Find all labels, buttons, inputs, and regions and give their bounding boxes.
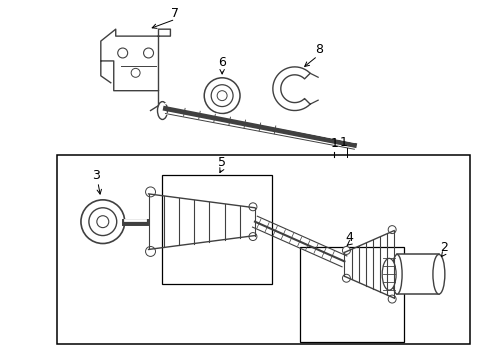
Text: 5: 5 bbox=[218, 156, 225, 168]
Circle shape bbox=[217, 91, 226, 100]
Ellipse shape bbox=[382, 258, 395, 290]
Circle shape bbox=[89, 208, 117, 235]
Bar bbox=[396, 255, 438, 294]
Circle shape bbox=[143, 48, 153, 58]
Circle shape bbox=[342, 247, 350, 255]
Circle shape bbox=[248, 203, 256, 211]
Text: 4: 4 bbox=[345, 231, 353, 244]
Text: 6: 6 bbox=[218, 57, 225, 69]
Circle shape bbox=[342, 274, 350, 282]
Circle shape bbox=[211, 85, 233, 107]
Circle shape bbox=[248, 233, 256, 240]
Bar bbox=[162, 175, 271, 284]
Ellipse shape bbox=[432, 255, 444, 294]
Text: 1: 1 bbox=[330, 137, 338, 150]
Circle shape bbox=[145, 247, 155, 256]
Ellipse shape bbox=[391, 255, 401, 294]
Text: 1: 1 bbox=[339, 136, 346, 149]
Text: 8: 8 bbox=[315, 42, 323, 55]
Text: 3: 3 bbox=[92, 168, 100, 181]
Ellipse shape bbox=[157, 102, 167, 120]
Circle shape bbox=[97, 216, 108, 228]
Bar bbox=[57, 155, 469, 344]
Text: 7: 7 bbox=[171, 7, 179, 20]
Circle shape bbox=[81, 200, 124, 243]
Circle shape bbox=[131, 68, 140, 77]
Circle shape bbox=[118, 48, 127, 58]
Bar bbox=[299, 247, 403, 342]
Circle shape bbox=[387, 226, 395, 234]
Circle shape bbox=[204, 78, 240, 113]
Circle shape bbox=[145, 187, 155, 197]
Text: 2: 2 bbox=[439, 241, 447, 254]
Circle shape bbox=[387, 295, 395, 303]
